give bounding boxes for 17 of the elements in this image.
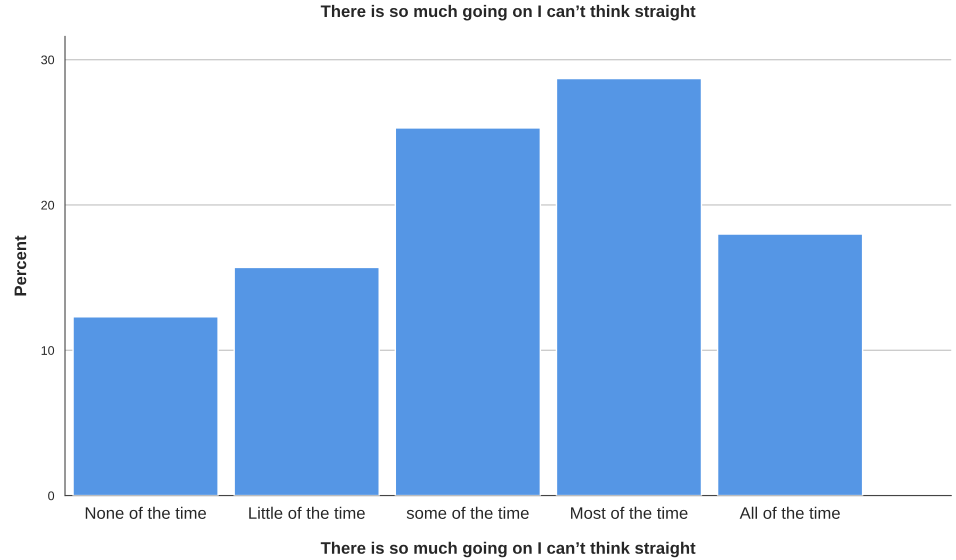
bar	[72, 316, 219, 496]
y-tick-label: 10	[42, 346, 54, 355]
x-axis-title: There is so much going on I can’t think straight	[320, 542, 696, 558]
x-tick-label: All of the time	[740, 506, 840, 519]
bar	[234, 266, 380, 496]
x-tick-label: some of the time	[406, 506, 529, 519]
x-tick-label: Little of the time	[249, 506, 365, 519]
y-axis-title: Percent	[14, 236, 26, 296]
chart-title: There is so much going on I can’t think straight	[320, 4, 696, 20]
y-tick-label: 30	[41, 55, 54, 64]
bar	[394, 127, 542, 496]
bar	[716, 233, 864, 496]
bar	[556, 78, 702, 496]
y-tick-label: 20	[41, 200, 54, 210]
x-tick-label: None of the time	[86, 506, 206, 519]
x-tick-label: Most of the time	[571, 506, 688, 519]
y-tick-label: 0	[48, 491, 54, 500]
